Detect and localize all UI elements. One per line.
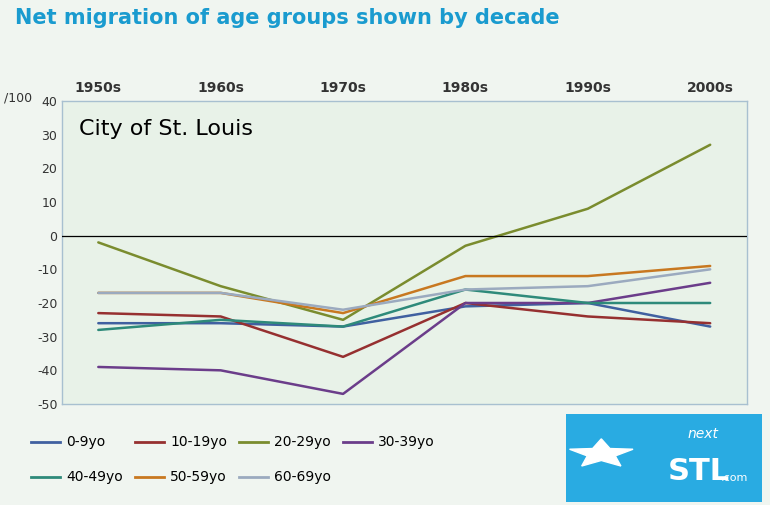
Text: 10-19yo: 10-19yo: [170, 435, 227, 449]
Text: Net migration of age groups shown by decade: Net migration of age groups shown by dec…: [15, 8, 560, 28]
Text: .com: .com: [721, 473, 748, 483]
Text: next: next: [688, 427, 718, 440]
Text: 60-69yo: 60-69yo: [274, 470, 331, 484]
Polygon shape: [570, 439, 633, 466]
Text: 30-39yo: 30-39yo: [378, 435, 435, 449]
Text: 0-9yo: 0-9yo: [66, 435, 105, 449]
Text: /100: /100: [4, 92, 32, 105]
Text: City of St. Louis: City of St. Louis: [79, 119, 253, 139]
Text: STL: STL: [668, 457, 730, 486]
Text: 50-59yo: 50-59yo: [170, 470, 227, 484]
Text: 40-49yo: 40-49yo: [66, 470, 123, 484]
Text: 20-29yo: 20-29yo: [274, 435, 331, 449]
